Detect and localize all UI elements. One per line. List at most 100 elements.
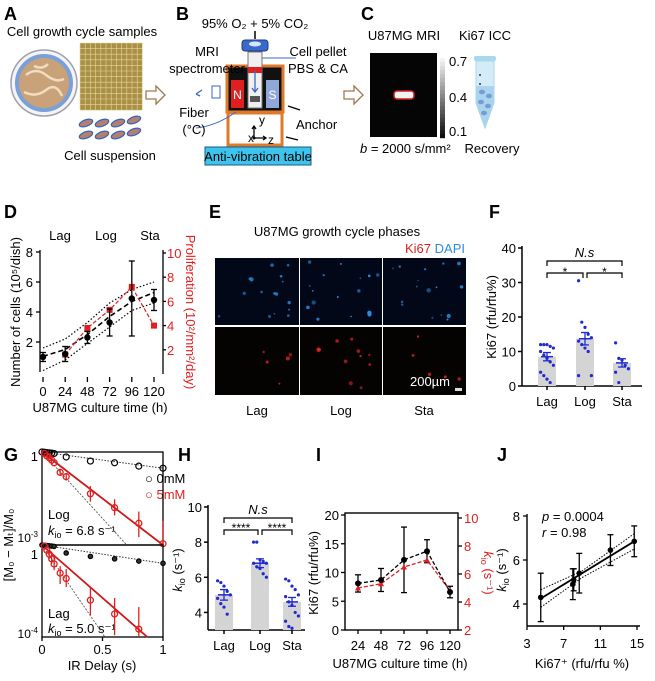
tick-label: 2	[464, 623, 471, 638]
data-point	[539, 343, 543, 347]
panel-label: J	[497, 445, 507, 465]
data-point-kio	[424, 557, 430, 563]
stained-nucleus	[367, 310, 372, 316]
micrograph-dapi	[215, 258, 299, 325]
significance-bracket	[546, 272, 584, 278]
data-point-5mm	[135, 625, 143, 633]
data-point	[264, 575, 268, 579]
stained-nucleus	[279, 274, 283, 278]
data-point	[614, 370, 618, 374]
stained-nucleus	[307, 260, 312, 264]
anti-vibration-table	[204, 146, 312, 166]
data-point-kio	[401, 564, 407, 570]
colorbar-step	[440, 126, 445, 131]
data-point	[576, 570, 583, 576]
tick-label: 0	[509, 379, 516, 394]
data-point	[570, 577, 577, 583]
data-point-ki67	[401, 556, 407, 563]
colorbar-step	[440, 74, 445, 79]
stained-nucleus	[274, 292, 279, 296]
tick-label: 96	[420, 638, 434, 653]
data-point	[219, 580, 223, 585]
data-point	[264, 561, 268, 565]
colorbar-step	[440, 106, 445, 111]
panel-c: C U87MG MRI Ki67 ICC 0.7 0.4 0.1 b = 200…	[360, 4, 520, 156]
data-point	[539, 370, 543, 374]
tick-label: 4	[26, 305, 33, 320]
data-point-0mm	[50, 449, 58, 458]
data-point	[290, 626, 294, 630]
tick-label: 120	[143, 384, 165, 399]
stained-nucleus	[424, 268, 427, 271]
scale-bar-label: 200µm	[410, 374, 450, 389]
tick-label: 8	[464, 539, 471, 554]
stained-nucleus	[459, 285, 464, 289]
fit-line	[42, 291, 155, 358]
data-point	[225, 612, 229, 616]
stained-nucleus	[357, 289, 361, 293]
phase-label: Log	[95, 228, 117, 243]
panel-label: G	[4, 445, 18, 465]
k-io-annotation: kio = 6.8 s⁻¹	[48, 523, 116, 540]
significance-label: ****	[268, 521, 287, 535]
micrograph-ki67	[383, 327, 466, 395]
colorbar-step	[440, 86, 445, 91]
x-axis-label: IR Delay (s)	[68, 658, 137, 673]
panel-label: D	[4, 202, 17, 222]
tick-label: 30	[502, 276, 516, 291]
tick-label: 8	[26, 245, 33, 260]
mri-setup-illustration: N S	[195, 31, 301, 147]
data-point	[583, 325, 587, 329]
anchor-label: Anchor	[296, 117, 338, 132]
y-axis-right-label: kio (s⁻¹)	[479, 551, 496, 594]
magnet-n	[231, 80, 244, 108]
cell-icon	[126, 115, 142, 125]
significance-label: N.s	[248, 502, 268, 517]
stained-nucleus	[426, 288, 431, 293]
tick-label: 6	[195, 570, 202, 585]
ci-upper-line	[540, 533, 635, 591]
micrograph-dapi	[383, 258, 466, 325]
stained-nucleus	[286, 263, 290, 267]
data-point	[222, 584, 226, 588]
data-point-5mm	[50, 560, 58, 568]
micrograph-ki67	[215, 327, 299, 395]
magnet-n-label: N	[233, 88, 242, 102]
stained-nucleus	[311, 290, 314, 292]
p-value: p = 0.0004	[541, 509, 604, 524]
data-point-5mm	[62, 473, 70, 481]
tick-label: 4	[513, 597, 520, 612]
panel-label: A	[4, 4, 17, 24]
data-point	[539, 349, 543, 354]
stained-nucleus	[457, 377, 461, 381]
colorbar-step	[440, 110, 445, 115]
data-point	[577, 374, 581, 378]
mri-spectrometer-label: spectrometer	[169, 61, 246, 76]
regression-line	[540, 540, 635, 600]
stained-nucleus	[368, 353, 371, 357]
data-point	[216, 579, 220, 583]
stained-nucleus	[350, 315, 352, 318]
data-point	[542, 353, 546, 357]
phase-label: Lag	[49, 228, 71, 243]
significance-label: N.s	[575, 245, 595, 260]
colorbar-step	[440, 94, 445, 99]
colorbar-step	[440, 82, 445, 87]
tick-label: 6	[167, 294, 174, 309]
stained-nucleus	[435, 286, 438, 289]
stained-nucleus	[401, 300, 404, 303]
stained-nucleus	[316, 317, 320, 321]
column-label: Log	[330, 403, 352, 418]
fit-ci-line	[42, 281, 155, 349]
tick-label: 11	[594, 636, 608, 651]
legend-marker: ○	[145, 471, 156, 486]
cell-suspension-illustration	[78, 115, 142, 140]
tick-label: 6	[513, 553, 520, 568]
data-point	[296, 614, 300, 618]
data-point-5mm	[86, 596, 95, 604]
panel-i-chart: I Ki67 (rfu/rfu%) kio (s⁻¹) U87MG cultur…	[306, 445, 496, 671]
data-point	[551, 363, 556, 367]
colorbar-step	[440, 70, 445, 75]
colorbar-step	[440, 134, 445, 139]
data-point	[293, 587, 297, 592]
